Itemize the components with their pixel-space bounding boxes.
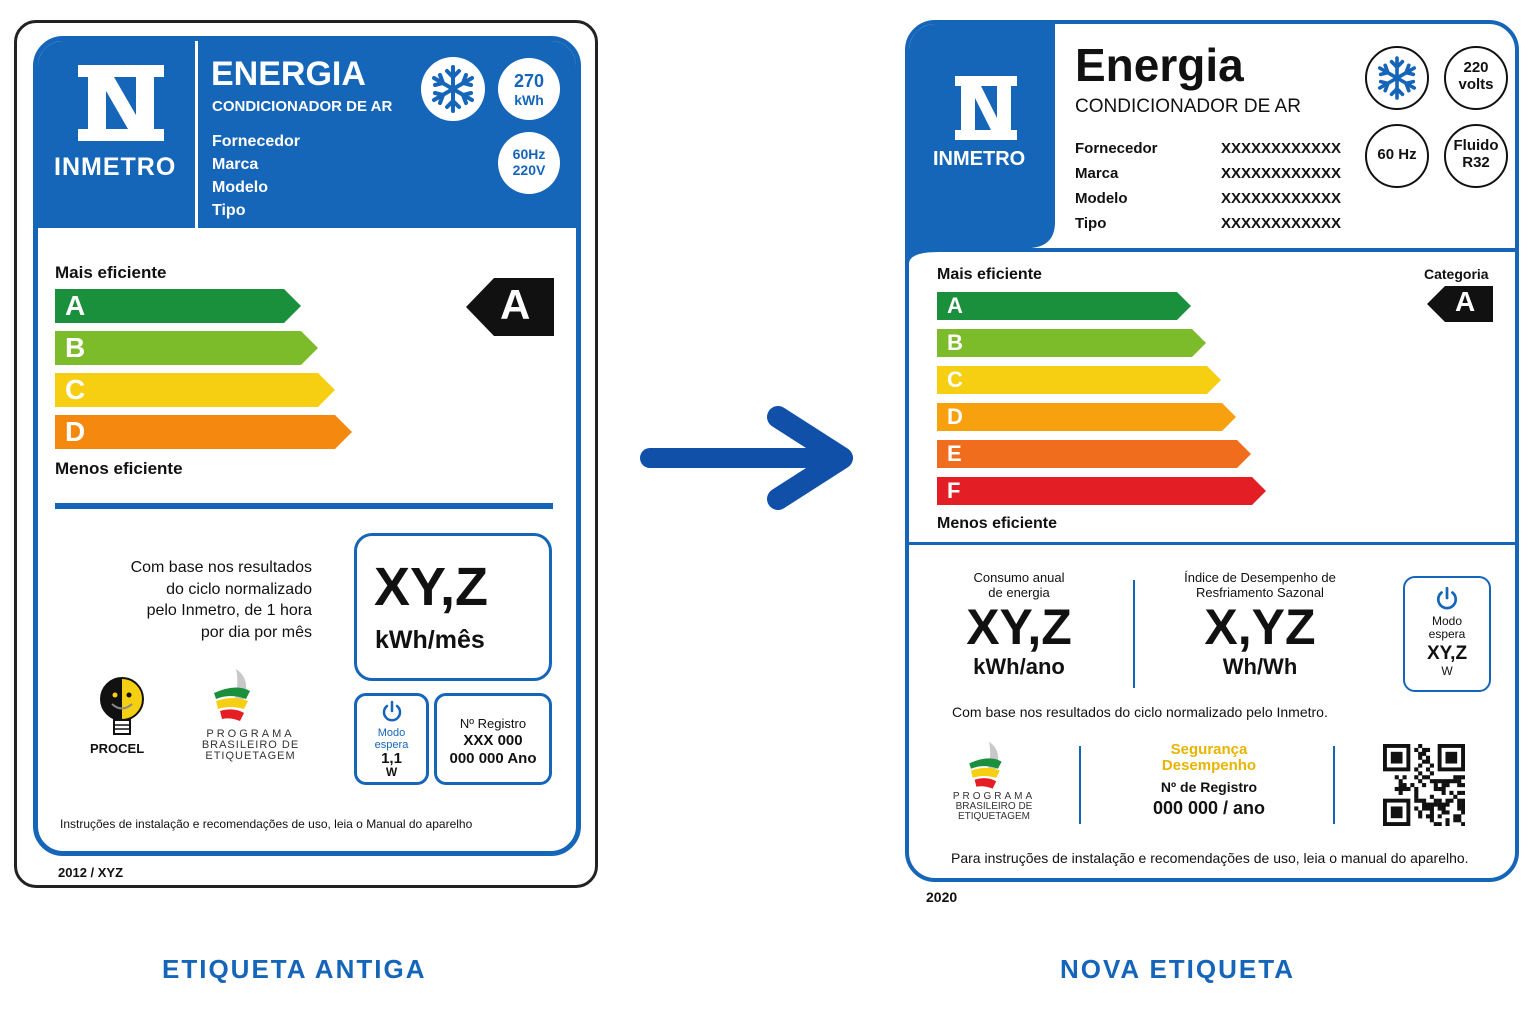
old-instructions: Instruções de instalação e recomendações…	[60, 817, 473, 831]
new-label: INMETRO Energia CONDICIONADOR DE AR Forn…	[905, 20, 1519, 882]
new-instructions: Para instruções de instalação e recomend…	[951, 850, 1469, 866]
new-field-fornecedor-name: Fornecedor	[1075, 140, 1158, 157]
old-separator	[55, 503, 553, 509]
old-field-fornecedor: Fornecedor	[212, 133, 301, 150]
old-header-divider	[195, 41, 198, 228]
new-idrs: Índice de Desempenho de Resfriamento Saz…	[1184, 570, 1336, 679]
old-class-letter: C	[65, 374, 86, 405]
old-consumption-value: XY,Z	[374, 557, 489, 617]
snowflake-icon	[1377, 56, 1417, 100]
old-registry-box: Nº Registro XXX 000 000 000 Ano	[434, 693, 552, 785]
new-field-modelo-name: Modelo	[1075, 190, 1128, 207]
new-field-modelo-value: XXXXXXXXXXXX	[1221, 190, 1342, 207]
new-class-bar-d: D	[937, 403, 1236, 431]
new-class-letter: E	[947, 441, 962, 466]
snowflake-icon	[432, 65, 474, 113]
new-divider-3	[1333, 746, 1335, 824]
new-class-letter: D	[947, 404, 963, 429]
new-class-letter: C	[947, 367, 963, 392]
old-consumption-badge: 270 kWh	[498, 58, 560, 120]
old-rating-pointer	[466, 278, 554, 336]
old-field-modelo: Modelo	[212, 179, 268, 196]
old-logo-text: INMETRO	[54, 153, 177, 181]
new-logo-text: INMETRO	[933, 148, 1026, 170]
old-more-efficient: Mais eficiente	[55, 263, 167, 282]
old-consumption-box: XY,Z kWh/mês	[354, 533, 552, 681]
new-fluid-badge: Fluido R32	[1444, 124, 1508, 188]
new-divider-2	[1079, 746, 1081, 824]
new-basis-text: Com base nos resultados do ciclo normali…	[952, 704, 1328, 720]
new-field-marca-value: XXXXXXXXXXXX	[1221, 165, 1342, 182]
new-class-bar-b: B	[937, 329, 1206, 357]
new-more-efficient: Mais eficiente	[937, 266, 1042, 283]
new-field-tipo-value: XXXXXXXXXXXX	[1221, 215, 1342, 232]
new-safety-registry: Segurança Desempenho Nº de Registro 000 …	[1152, 741, 1266, 819]
old-rating-letter: A	[500, 281, 531, 328]
power-icon	[1436, 586, 1458, 610]
old-caption: ETIQUETA ANTIGA	[162, 954, 427, 984]
new-standby-box: Modo espera XY,Z W	[1403, 576, 1491, 692]
inmetro-logo-icon	[955, 76, 1017, 140]
new-annual-consumption: Consumo anual de energia XY,Z kWh/ano	[966, 570, 1072, 679]
new-field-marca-name: Marca	[1075, 165, 1119, 182]
new-class-letter: F	[947, 478, 961, 503]
old-class-bar-b: B	[55, 331, 318, 365]
new-cooling-badge	[1365, 46, 1429, 110]
new-less-efficient: Menos eficiente	[937, 515, 1058, 532]
new-class-bar-f: F	[937, 477, 1266, 505]
old-cooling-badge	[421, 57, 485, 121]
old-basis-text: Com base nos resultados do ciclo normali…	[130, 559, 312, 641]
new-rating-pointer	[1427, 286, 1493, 322]
old-class-bar-c: C	[55, 373, 335, 407]
new-pbe-logo-icon	[969, 741, 1002, 789]
new-class-letter: A	[947, 293, 963, 318]
old-subtitle: CONDICIONADOR DE AR	[212, 98, 393, 115]
new-class-bar-a: A	[937, 292, 1191, 320]
inmetro-logo-icon	[78, 65, 164, 141]
old-class-letter: D	[65, 416, 86, 447]
procel-logo-icon	[100, 677, 144, 735]
old-pbe-logo-icon	[214, 669, 250, 721]
old-footer-code: 2012 / XYZ	[58, 865, 124, 880]
new-category-label: Categoria	[1424, 266, 1489, 282]
new-field-tipo-name: Tipo	[1075, 215, 1107, 232]
new-frequency-badge: 60 Hz	[1365, 124, 1429, 188]
new-field-fornecedor-value: XXXXXXXXXXXX	[1221, 140, 1342, 157]
new-class-letter: B	[947, 330, 963, 355]
new-separator	[909, 542, 1515, 545]
old-standby-box: Modo espera 1,1 W	[354, 693, 429, 785]
old-less-efficient: Menos eficiente	[55, 459, 183, 478]
old-label: INMETRO ENERGIA CONDICIONADOR DE AR Forn…	[33, 36, 581, 856]
old-consumption-unit: kWh/mês	[375, 626, 485, 654]
old-title: ENERGIA	[211, 55, 366, 93]
new-caption: NOVA ETIQUETA	[1060, 954, 1295, 984]
old-class-bar-a: A	[55, 289, 301, 323]
new-subtitle: CONDICIONADOR DE AR	[1075, 96, 1301, 117]
new-class-bar-e: E	[937, 440, 1251, 468]
new-footer-code: 2020	[926, 889, 958, 905]
old-power-badge: 60Hz 220V	[498, 132, 560, 194]
new-title: Energia	[1075, 39, 1244, 91]
new-pbe-text: PROGRAMA BRASILEIRO DE ETIQUETAGEM	[952, 791, 1036, 822]
new-voltage-badge: 220 volts	[1444, 46, 1508, 110]
old-class-letter: B	[65, 332, 86, 363]
old-field-tipo: Tipo	[212, 202, 246, 219]
right-arrow-icon	[640, 406, 853, 510]
old-class-letter: A	[65, 290, 86, 321]
qr-code-icon	[1383, 744, 1465, 826]
power-icon	[382, 700, 401, 722]
old-pbe-text: PROGRAMA BRASILEIRO DE ETIQUETAGEM	[201, 728, 300, 762]
new-rating-letter: A	[1455, 286, 1476, 317]
old-procel-text: PROCEL	[90, 741, 145, 756]
old-label-frame	[14, 20, 598, 888]
new-class-bar-c: C	[937, 366, 1221, 394]
old-field-marca: Marca	[212, 156, 259, 173]
old-class-bar-d: D	[55, 415, 352, 449]
new-divider-1	[1133, 580, 1135, 688]
